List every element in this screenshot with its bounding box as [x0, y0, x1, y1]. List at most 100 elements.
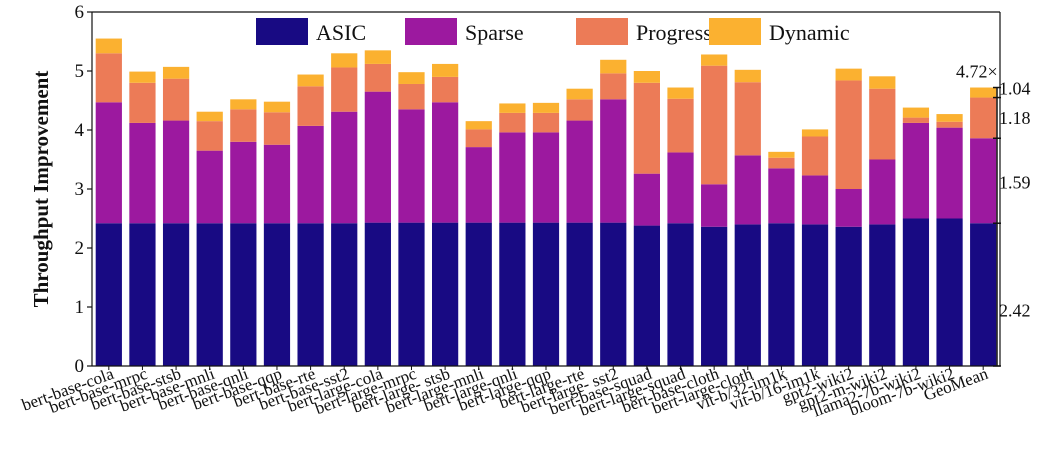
bar-sparse-15: [600, 99, 627, 223]
y-tick-label-0: 0: [75, 356, 85, 377]
bar-sparse-24: [902, 122, 930, 219]
bar-dynamic-24: [902, 107, 930, 118]
bar-asic-20: [768, 223, 795, 366]
bar-asic-17: [667, 223, 694, 366]
bar-asic-10: [432, 222, 459, 366]
bar-dynamic-23: [869, 76, 896, 89]
bar-sparse-11: [465, 147, 492, 223]
bar-progressive-4: [230, 109, 257, 142]
bar-dynamic-12: [499, 103, 526, 113]
bar-asic-21: [801, 224, 829, 366]
geomean-total-label: 4.72×: [956, 62, 998, 82]
bar-dynamic-16: [633, 71, 660, 83]
bar-sparse-20: [768, 168, 795, 224]
bar-progressive-19: [734, 82, 761, 156]
bar-progressive-21: [801, 136, 829, 176]
bar-asic-4: [230, 223, 257, 366]
bar-dynamic-13: [532, 102, 560, 113]
bar-sparse-18: [701, 184, 728, 227]
bar-dynamic-0: [95, 38, 122, 54]
bar-progressive-20: [768, 157, 795, 169]
bar-dynamic-18: [701, 54, 728, 66]
bar-asic-7: [331, 223, 358, 366]
bar-dynamic-15: [600, 59, 627, 74]
bar-sparse-9: [398, 109, 425, 223]
bar-sparse-22: [835, 189, 862, 227]
bar-asic-14: [566, 222, 593, 366]
bar-progressive-7: [331, 67, 358, 112]
bar-progressive-5: [263, 112, 291, 145]
bar-asic-1: [129, 223, 156, 366]
bar-asic-24: [902, 218, 930, 366]
bar-sparse-10: [432, 102, 459, 223]
bar-progressive-11: [465, 129, 492, 148]
y-tick-label-2: 2: [75, 238, 85, 259]
y-tick-label-1: 1: [75, 297, 85, 318]
bar-asic-15: [600, 222, 627, 366]
legend-swatch-dynamic: [709, 18, 761, 45]
bar-asic-8: [364, 222, 391, 366]
bar-progressive-1: [129, 82, 156, 123]
bar-asic-12: [499, 222, 526, 366]
bar-dynamic-5: [263, 101, 291, 113]
bar-progressive-16: [633, 82, 660, 174]
legend-label-sparse: Sparse: [465, 20, 524, 45]
bar-progressive-17: [667, 98, 694, 153]
bar-asic-5: [263, 223, 291, 366]
bar-sparse-3: [196, 150, 223, 224]
bar-dynamic-10: [432, 63, 459, 77]
bar-dynamic-25: [936, 114, 963, 122]
bar-asic-3: [196, 223, 223, 366]
bar-sparse-4: [230, 141, 257, 224]
bar-progressive-12: [499, 112, 526, 133]
geomean-segment-label-2: 1.18: [999, 108, 1031, 128]
bar-progressive-2: [162, 78, 190, 121]
bar-sparse-6: [297, 125, 324, 224]
bar-dynamic-20: [768, 151, 795, 158]
y-tick-label-3: 3: [75, 179, 85, 200]
bar-sparse-5: [263, 144, 291, 224]
legend: ASIC Sparse Progressive Dynamic: [256, 18, 850, 45]
bar-dynamic-19: [734, 69, 761, 83]
bar-dynamic-2: [162, 66, 190, 79]
bar-progressive-6: [297, 86, 324, 126]
annotations-layer: 2.42 1.59 1.18 1.044.72×: [956, 62, 1031, 367]
bar-sparse-25: [936, 127, 963, 219]
bar-progressive-8: [364, 63, 391, 92]
bar-dynamic-8: [364, 50, 391, 64]
bar-sparse-19: [734, 155, 761, 225]
bar-progressive-10: [432, 76, 459, 103]
legend-swatch-sparse: [405, 18, 457, 45]
bar-dynamic-6: [297, 74, 324, 87]
bar-asic-23: [869, 224, 896, 366]
bar-progressive-18: [701, 65, 728, 185]
bar-sparse-8: [364, 91, 391, 223]
bar-dynamic-14: [566, 88, 593, 100]
bar-sparse-2: [162, 120, 190, 224]
bar-dynamic-26: [970, 87, 997, 98]
bar-asic-25: [936, 218, 963, 366]
bar-asic-13: [532, 222, 560, 366]
y-tick-label-5: 5: [75, 61, 85, 82]
bar-sparse-23: [869, 159, 896, 225]
bar-progressive-3: [196, 121, 223, 151]
bar-sparse-13: [532, 132, 560, 223]
bar-progressive-15: [600, 73, 627, 100]
y-tick-label-6: 6: [75, 2, 85, 23]
bar-asic-11: [465, 222, 492, 366]
bar-sparse-17: [667, 152, 694, 224]
legend-swatch-asic: [256, 18, 308, 45]
bar-sparse-16: [633, 173, 660, 226]
bar-dynamic-11: [465, 121, 492, 130]
legend-label-asic: ASIC: [316, 20, 366, 45]
bar-sparse-14: [566, 120, 593, 223]
y-tick-label-4: 4: [75, 120, 85, 141]
bar-asic-9: [398, 222, 425, 366]
bar-progressive-22: [835, 80, 862, 189]
bar-sparse-21: [801, 175, 829, 225]
bar-asic-19: [734, 224, 761, 366]
bar-dynamic-22: [835, 68, 862, 81]
bar-progressive-9: [398, 83, 425, 110]
bar-progressive-13: [532, 112, 560, 133]
